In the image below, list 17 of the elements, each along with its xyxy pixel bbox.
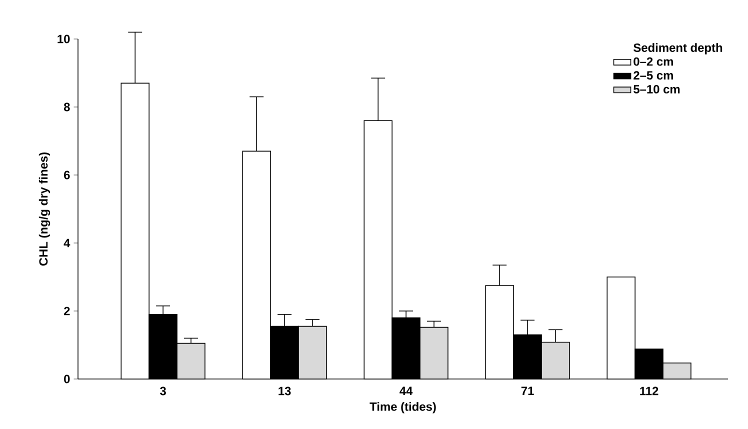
legend-label: 5–10 cm [634, 84, 680, 94]
x-tick-label: 3 [160, 386, 166, 396]
legend-label: 2–5 cm [634, 71, 673, 80]
y-tick-label: 8 [64, 102, 70, 112]
x-axis-title: Time (tides) [370, 402, 436, 414]
y-tick-label: 4 [64, 238, 70, 248]
y-tick-label: 2 [64, 306, 70, 316]
x-tick-label: 13 [278, 386, 291, 396]
legend-label: 0–2 cm [634, 57, 673, 66]
y-tick-label: 0 [64, 374, 70, 384]
x-tick-label: 112 [640, 386, 658, 396]
x-tick-label: 44 [400, 386, 413, 395]
y-tick-label: 6 [64, 170, 70, 180]
x-tick-label: 71 [521, 386, 534, 395]
y-axis-title: CHL (ng/g dry fines) [38, 152, 50, 266]
legend-title: Sediment depth [634, 43, 722, 54]
y-tick-label: 10 [58, 34, 70, 44]
